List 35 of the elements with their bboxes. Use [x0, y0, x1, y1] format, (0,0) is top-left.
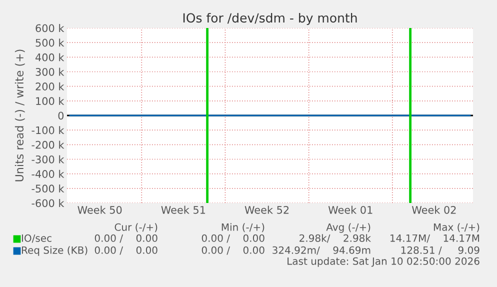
y-tick-label: 300 k	[36, 68, 64, 76]
y-tick-label: -200 k	[32, 140, 64, 149]
y-tick-label: -300 k	[32, 155, 64, 164]
text: 0.00 / 0.00	[202, 234, 264, 243]
text: 14.17M/ 14.17M	[390, 234, 480, 243]
y-tick-label: -100 k	[32, 126, 64, 134]
text: 0.00 / 0.00	[94, 234, 158, 243]
legend-label: IO/sec	[22, 234, 52, 243]
y-tick-label: 200 k	[36, 82, 64, 90]
text: Avg (-/+)	[326, 223, 370, 233]
text: 0.00 / 0.00	[94, 246, 158, 255]
x-tick-label: Week 02	[412, 206, 456, 214]
text: 0.00 / 0.00	[202, 246, 264, 255]
text: Last update: Sat Jan 10 02:50:00 2026	[288, 257, 480, 267]
y-tick-label: 100 k	[36, 96, 64, 106]
x-tick-label: Week 51	[161, 206, 206, 214]
text: Cur (-/+)	[114, 223, 158, 232]
y-tick-label: 600 k	[36, 24, 64, 32]
text: Max (-/+)	[434, 223, 480, 232]
legend-label: Req Size (KB)	[22, 246, 88, 256]
y-tick-label: -400 k	[32, 170, 64, 178]
x-tick-label: Week 50	[78, 206, 122, 214]
y-tick-label: 400 k	[36, 53, 64, 62]
text: Min (-/+)	[222, 223, 264, 232]
y-tick-label: -600 k	[32, 199, 64, 208]
y-axis-title: Units read (-) / write (+)	[14, 50, 25, 182]
text: 2.98k/ 2.98k	[300, 234, 371, 243]
chart-title: IOs for /dev/sdm - by month	[183, 12, 357, 26]
x-tick-label: Week 01	[328, 206, 372, 214]
y-tick-label: -500 k	[32, 184, 64, 193]
y-tick-label: 0	[58, 112, 64, 120]
y-tick-label: 500 k	[36, 38, 64, 47]
text: 324.92m/ 94.69m	[272, 246, 370, 255]
text: 128.51 / 9.09	[401, 246, 480, 255]
x-tick-label: Week 52	[244, 206, 289, 214]
